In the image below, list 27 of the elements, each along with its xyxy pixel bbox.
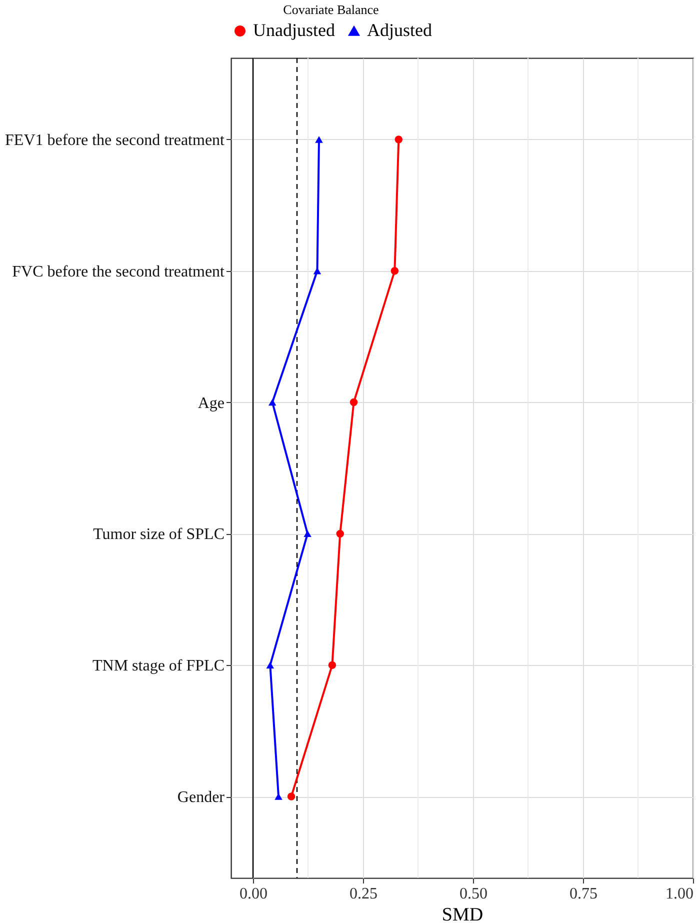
point xyxy=(268,398,276,406)
x-tick-label: 0.00 xyxy=(240,886,268,902)
point xyxy=(287,792,296,800)
legend-title: Covariate Balance xyxy=(283,2,380,17)
point xyxy=(390,267,399,275)
y-tick-label: TNM stage of FPLC xyxy=(92,658,224,675)
x-tick-label: 0.25 xyxy=(350,886,378,902)
point xyxy=(394,136,403,144)
y-tick-label: Tumor size of SPLC xyxy=(93,526,224,544)
point xyxy=(304,530,312,538)
x-tick-label: 0.75 xyxy=(570,886,598,902)
y-tick-label: FVC before the second treatment xyxy=(12,263,226,280)
point xyxy=(274,793,282,800)
x-axis-title: SMD xyxy=(442,904,484,923)
y-tick-label: Age xyxy=(198,394,224,412)
point xyxy=(313,268,322,274)
point xyxy=(266,662,274,668)
point xyxy=(350,398,358,406)
legend-label: Adjusted xyxy=(367,20,432,40)
point xyxy=(336,530,344,538)
point xyxy=(328,661,336,669)
point xyxy=(315,136,323,143)
x-tick-label: 1.00 xyxy=(666,886,694,902)
legend-label: Unadjusted xyxy=(253,20,335,40)
y-tick-label: Gender xyxy=(177,789,226,806)
x-tick-label: 0.50 xyxy=(460,886,488,902)
y-tick-label: FEV1 before the second treatment xyxy=(5,132,226,149)
